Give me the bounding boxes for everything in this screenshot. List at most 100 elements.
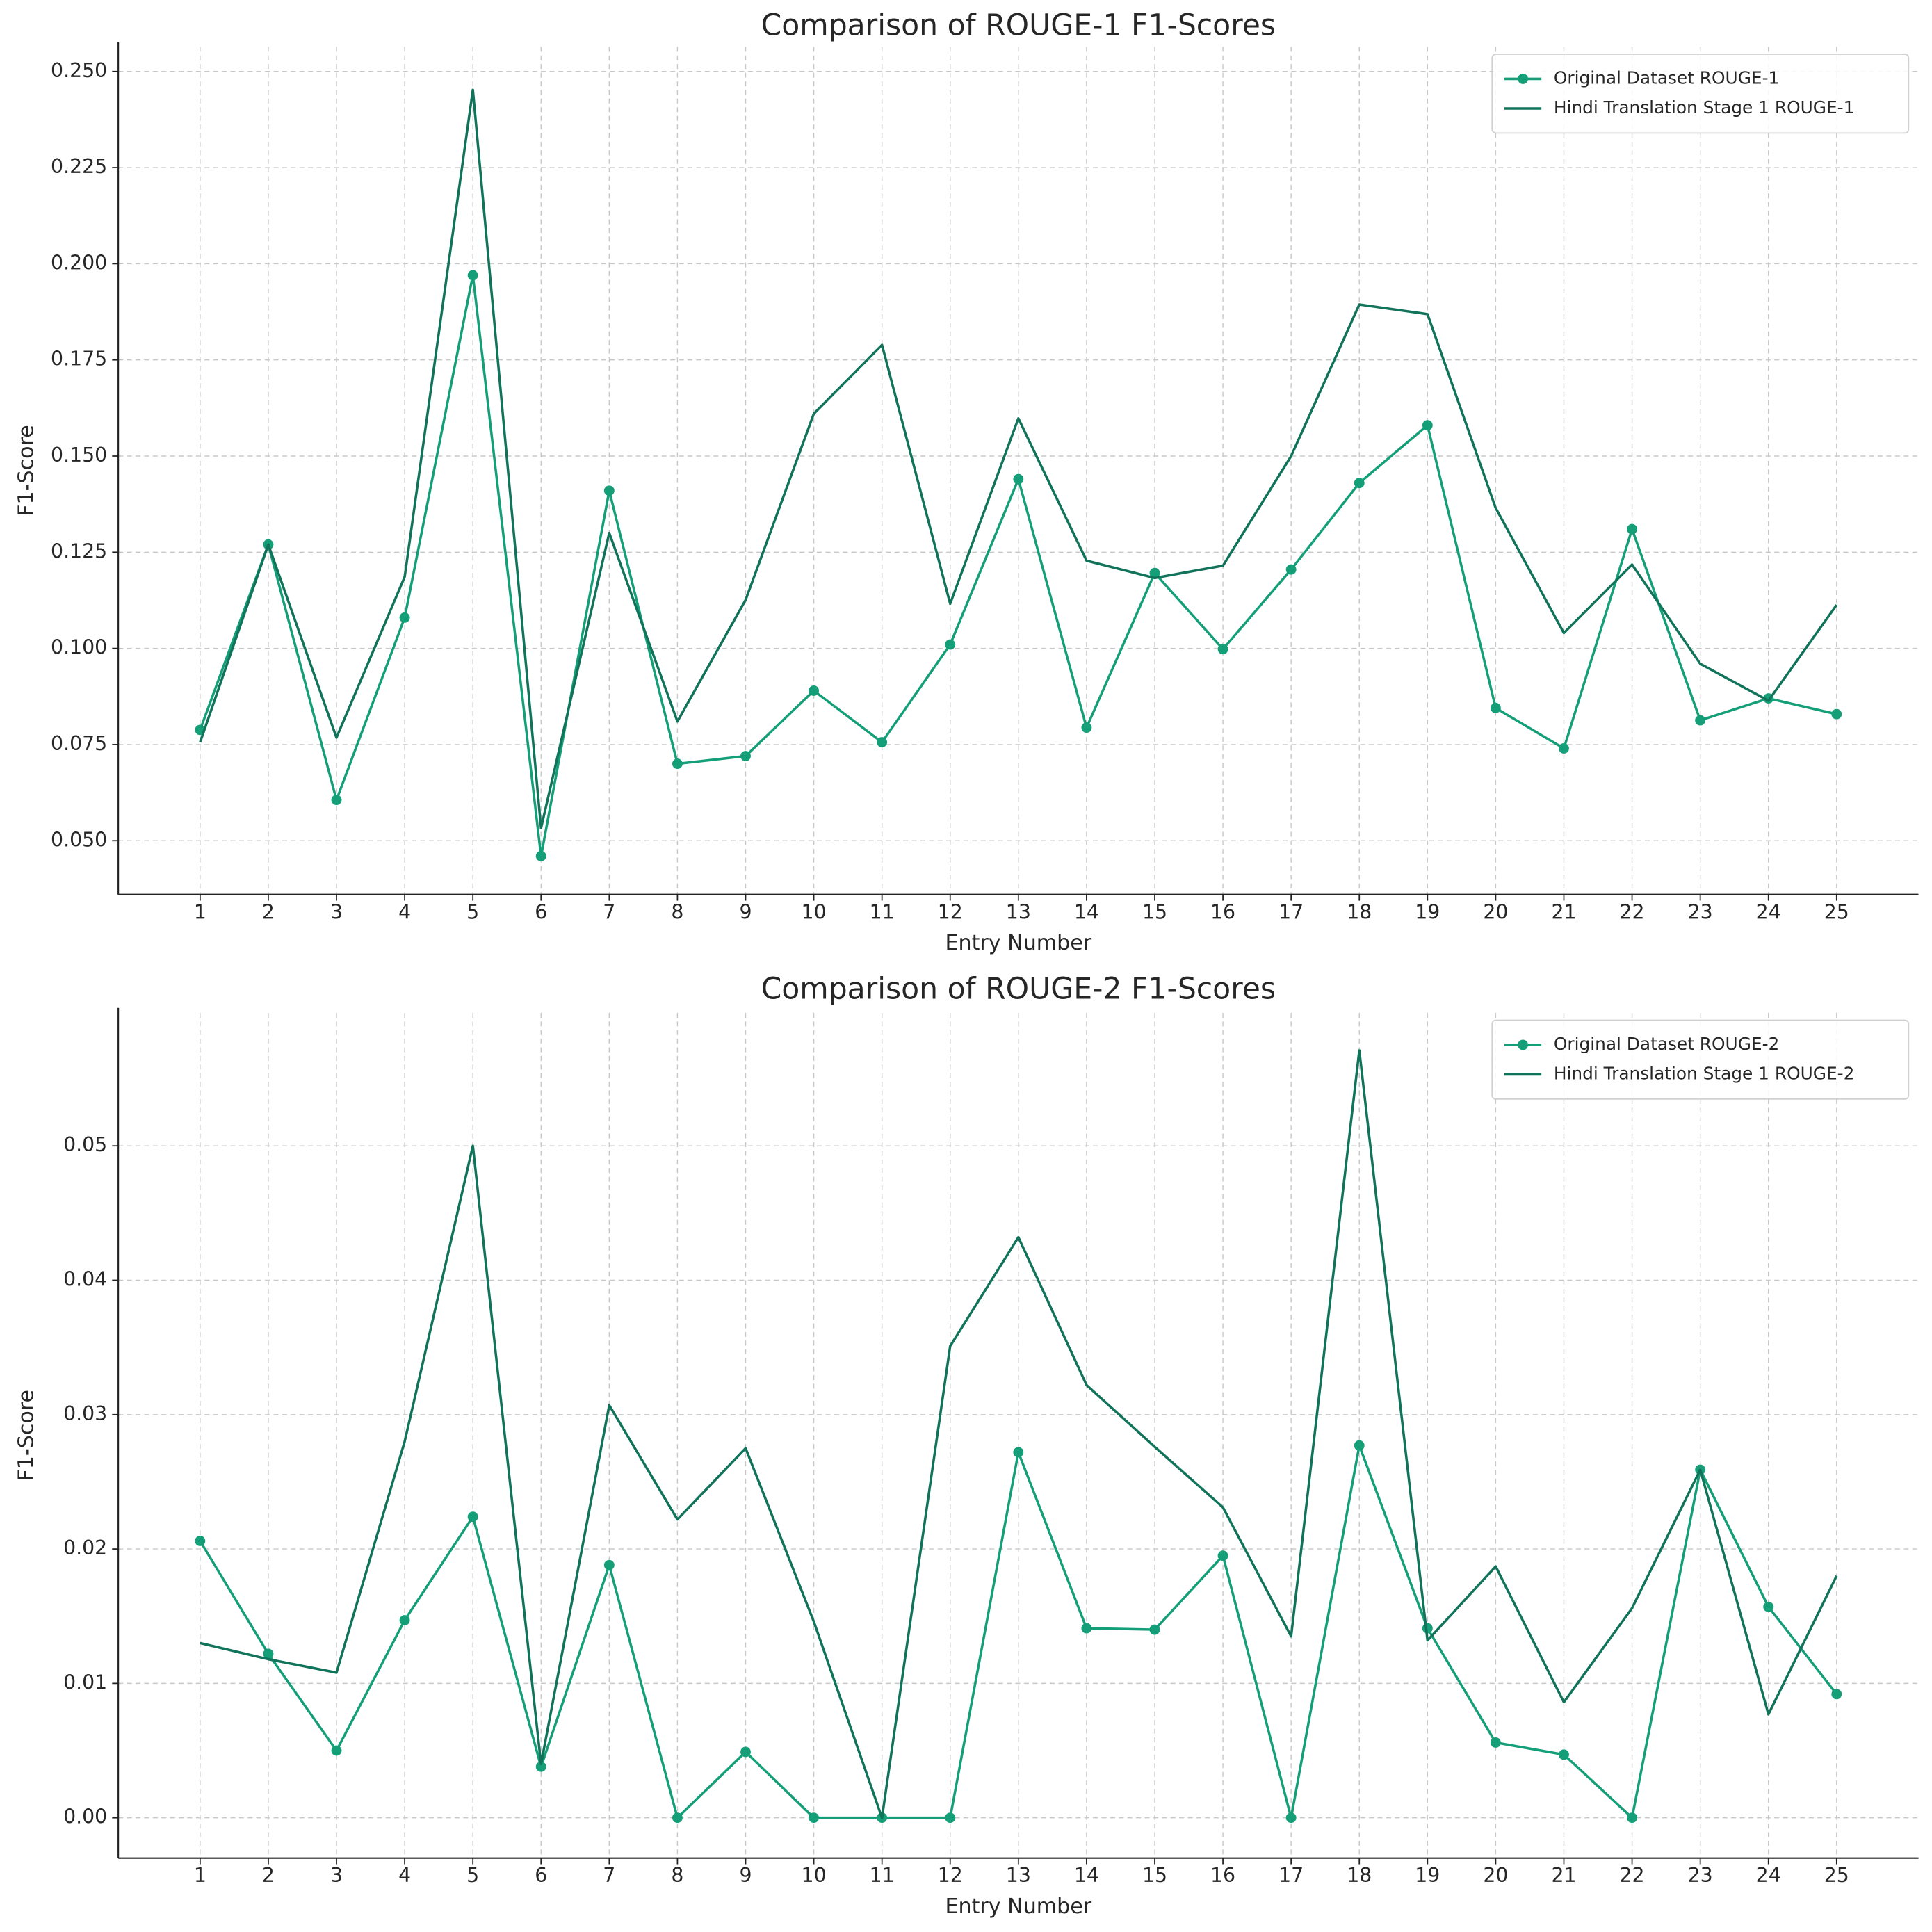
chart-title: Comparison of ROUGE-1 F1-Scores [761, 8, 1276, 42]
x-tick-label: 3 [330, 1864, 343, 1887]
y-tick-label: 0.03 [63, 1402, 107, 1425]
x-tick-label: 24 [1756, 1864, 1781, 1887]
y-tick-label: 0.200 [51, 251, 107, 274]
data-point [331, 1745, 342, 1756]
data-point [1013, 473, 1024, 485]
x-tick-label: 18 [1347, 1864, 1372, 1887]
x-tick-label: 16 [1210, 1864, 1235, 1887]
x-tick-label: 17 [1278, 1864, 1304, 1887]
legend-label: Original Dataset ROUGE-1 [1554, 67, 1779, 88]
x-tick-label: 20 [1483, 1864, 1508, 1887]
y-tick-label: 0.00 [63, 1805, 107, 1828]
x-tick-label: 11 [870, 900, 895, 923]
data-point [1831, 1689, 1842, 1700]
data-point [603, 1559, 615, 1570]
y-tick-label: 0.02 [63, 1536, 107, 1559]
x-tick-label: 19 [1415, 900, 1440, 923]
x-tick-label: 9 [739, 1864, 752, 1887]
x-tick-label: 5 [466, 900, 479, 923]
data-point [1013, 1447, 1024, 1458]
data-point [672, 1812, 683, 1824]
chart-title: Comparison of ROUGE-2 F1-Scores [761, 972, 1276, 1006]
legend: Original Dataset ROUGE-2 Hindi Translatio… [1491, 1019, 1910, 1100]
data-point [1149, 567, 1160, 578]
x-tick-label: 9 [739, 900, 752, 923]
series-line [199, 88, 1838, 829]
x-tick-label: 18 [1347, 900, 1372, 923]
x-tick-label: 6 [535, 900, 547, 923]
y-tick-label: 0.05 [63, 1133, 107, 1156]
data-point [467, 270, 478, 281]
x-tick-label: 21 [1551, 900, 1576, 923]
x-tick-label: 25 [1824, 1864, 1849, 1887]
data-point [263, 1648, 274, 1659]
x-tick-label: 10 [802, 1864, 827, 1887]
x-tick-label: 25 [1824, 900, 1849, 923]
data-point [1490, 702, 1501, 713]
x-tick-label: 4 [398, 900, 411, 923]
x-tick-label: 10 [802, 900, 827, 923]
x-tick-label: 13 [1006, 900, 1031, 923]
data-point [1627, 1812, 1638, 1824]
x-tick-label: 21 [1551, 1864, 1576, 1887]
x-tick-label: 4 [398, 1864, 411, 1887]
x-tick-label: 24 [1756, 900, 1781, 923]
x-tick-label: 11 [870, 1864, 895, 1887]
y-axis-label: F1-Score [14, 1390, 38, 1482]
data-point [1354, 1440, 1365, 1451]
x-tick-label: 7 [603, 900, 615, 923]
legend-marker [1518, 1039, 1529, 1050]
data-point [535, 850, 546, 861]
legend-box [1491, 1019, 1910, 1100]
y-tick-label: 0.04 [63, 1268, 107, 1291]
y-tick-label: 0.050 [51, 828, 107, 851]
x-tick-label: 1 [194, 900, 206, 923]
y-tick-label: 0.075 [51, 732, 107, 755]
data-point [1559, 1749, 1569, 1760]
x-tick-label: 19 [1415, 1864, 1440, 1887]
x-tick-label: 15 [1142, 1864, 1167, 1887]
y-tick-label: 0.100 [51, 636, 107, 659]
data-point [945, 1812, 956, 1824]
data-point [672, 758, 683, 770]
x-tick-label: 16 [1210, 900, 1235, 923]
x-tick-label: 5 [466, 1864, 479, 1887]
x-tick-label: 6 [535, 1864, 547, 1887]
legend-label: Hindi Translation Stage 1 ROUGE-2 [1554, 1063, 1854, 1083]
data-point [1490, 1737, 1501, 1748]
data-point [877, 737, 888, 748]
x-tick-label: 23 [1688, 1864, 1713, 1887]
data-point [399, 612, 410, 623]
x-tick-label: 22 [1620, 900, 1645, 923]
y-tick-label: 0.01 [63, 1671, 107, 1694]
data-point [1081, 1623, 1092, 1634]
legend-marker [1518, 73, 1529, 84]
data-point [1831, 708, 1842, 720]
x-tick-label: 23 [1688, 900, 1713, 923]
x-tick-label: 20 [1483, 900, 1508, 923]
x-tick-label: 14 [1074, 900, 1099, 923]
data-point [1217, 644, 1228, 655]
x-tick-label: 13 [1006, 1864, 1031, 1887]
data-point [603, 485, 615, 496]
x-tick-label: 12 [938, 900, 963, 923]
legend-label: Hindi Translation Stage 1 ROUGE-1 [1554, 97, 1854, 117]
x-tick-label: 12 [938, 1864, 963, 1887]
x-axis-label: Entry Number [945, 931, 1092, 955]
x-tick-label: 8 [671, 900, 683, 923]
x-axis-label: Entry Number [945, 1894, 1092, 1919]
data-point [535, 1761, 546, 1772]
data-point [1217, 1550, 1228, 1561]
data-point [1559, 743, 1569, 754]
data-point [1354, 478, 1365, 489]
data-point [1149, 1624, 1160, 1635]
data-point [1285, 1812, 1297, 1824]
data-point [1695, 715, 1706, 726]
data-point [1763, 1601, 1774, 1612]
x-tick-label: 22 [1620, 1864, 1645, 1887]
y-tick-label: 0.125 [51, 539, 107, 562]
legend-box [1491, 54, 1910, 134]
data-point [1081, 722, 1092, 733]
x-tick-label: 3 [330, 900, 343, 923]
